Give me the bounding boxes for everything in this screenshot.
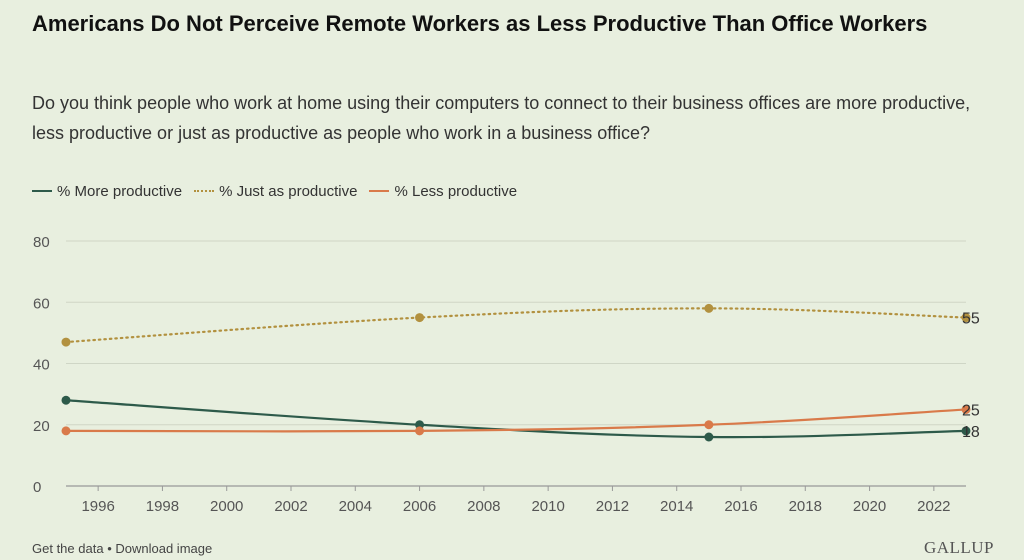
- data-point-more-productive-2023: [961, 426, 971, 436]
- x-tick-label-2006: 2006: [403, 498, 436, 515]
- end-label-more-productive: 18: [962, 424, 980, 441]
- gallup-logo: GALLUP: [923, 538, 994, 557]
- y-tick-label-20: 20: [33, 418, 50, 435]
- footer-links: Get the data • Download image: [32, 541, 212, 556]
- legend-label-more-productive: % More productive: [57, 182, 183, 200]
- x-tick-label-1998: 1998: [146, 498, 179, 515]
- download-image-link[interactable]: Download image: [115, 541, 213, 556]
- x-tick-label-2014: 2014: [660, 498, 693, 515]
- x-tick-label-2022: 2022: [917, 498, 950, 515]
- series-line-just-as-productive: [64, 307, 968, 344]
- legend-swatch-just-as-productive: [194, 190, 215, 192]
- data-point-less-productive-2006: [415, 426, 425, 436]
- legend-swatch-less-productive: [369, 190, 390, 192]
- get-data-link[interactable]: Get the data: [32, 541, 104, 556]
- data-point-just-as-productive-2015: [704, 303, 714, 313]
- x-tick-label-1996: 1996: [81, 498, 114, 515]
- x-tick-label-2016: 2016: [724, 498, 757, 515]
- data-point-more-productive-2015: [704, 432, 714, 442]
- y-tick-label-40: 40: [33, 357, 50, 374]
- y-tick-label-0: 0: [33, 479, 41, 496]
- footer-separator: •: [107, 541, 112, 556]
- x-tick-label-2012: 2012: [596, 498, 629, 515]
- data-point-less-productive-1995: [61, 426, 71, 436]
- legend-item-just-as-productive: % Just as productive: [194, 183, 357, 200]
- x-tick-label-2018: 2018: [789, 498, 822, 515]
- legend-label-just-as-productive: % Just as productive: [219, 182, 358, 200]
- data-point-just-as-productive-1995: [61, 337, 71, 347]
- data-point-just-as-productive-2006: [415, 313, 425, 323]
- x-tick-label-2010: 2010: [531, 498, 564, 515]
- x-tick-label-2008: 2008: [467, 498, 500, 515]
- legend-swatch-more-productive: [32, 190, 52, 192]
- y-tick-label-80: 80: [33, 234, 50, 251]
- data-point-less-productive-2015: [704, 420, 714, 430]
- series-line-more-productive: [64, 399, 968, 439]
- legend-label-less-productive: % Less productive: [394, 182, 518, 200]
- chart-legend: % More productive % Just as productive %…: [32, 180, 529, 202]
- chart-subtitle: Do you think people who work at home usi…: [32, 93, 971, 143]
- legend-item-more-productive: % More productive: [32, 183, 182, 200]
- series-line-less-productive: [64, 408, 968, 433]
- x-tick-label-2020: 2020: [853, 498, 886, 515]
- x-tick-label-2004: 2004: [339, 498, 372, 515]
- y-tick-label-60: 60: [33, 295, 50, 312]
- x-tick-label-2000: 2000: [210, 498, 243, 515]
- data-point-just-as-productive-2023: [961, 313, 971, 323]
- end-label-just-as-productive: 55: [962, 311, 980, 328]
- end-label-less-productive: 25: [962, 402, 980, 419]
- chart-title: Americans Do Not Perceive Remote Workers…: [32, 11, 928, 36]
- data-point-more-productive-1995: [61, 395, 71, 405]
- data-point-less-productive-2023: [961, 404, 971, 414]
- legend-item-less-productive: % Less productive: [369, 183, 517, 200]
- x-tick-label-2002: 2002: [274, 498, 307, 515]
